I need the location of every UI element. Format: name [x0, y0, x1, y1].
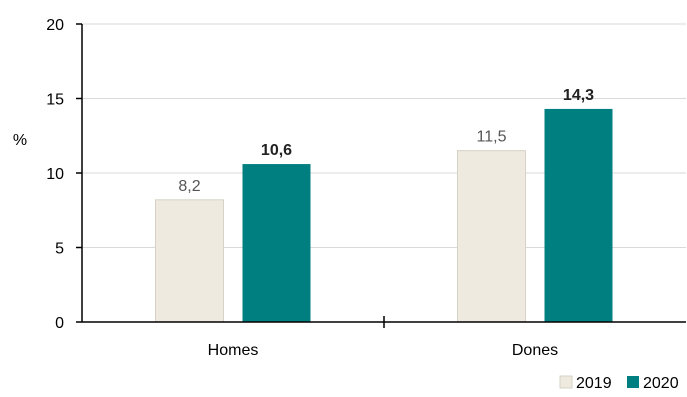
bars — [155, 108, 613, 323]
bar-2020-dones — [544, 108, 613, 323]
legend-swatch — [627, 376, 639, 388]
y-tick-label: 20 — [46, 17, 64, 34]
data-label: 14,3 — [563, 87, 594, 104]
x-category-label: Dones — [512, 342, 558, 359]
legend-label: 2019 — [576, 375, 612, 392]
legend-label: 2020 — [643, 375, 679, 392]
data-label: 10,6 — [261, 142, 292, 159]
y-axis-title: % — [13, 132, 27, 149]
legend-swatch — [559, 375, 573, 389]
bar-2019-homes — [155, 199, 224, 323]
legend: 2019 2020 — [559, 375, 679, 392]
data-label: 11,5 — [477, 129, 507, 146]
data-label: 8,2 — [178, 178, 200, 195]
data-labels: 8,2 10,6 11,5 14,3 — [178, 87, 594, 195]
y-axis-ticks: 0 5 10 15 20 — [46, 17, 82, 332]
bar-2020-homes — [242, 164, 311, 322]
y-tick-label: 10 — [46, 166, 64, 183]
y-tick-label: 15 — [46, 92, 64, 109]
x-category-label: Homes — [208, 342, 259, 359]
bar-2019-dones — [457, 150, 526, 323]
x-axis-ticks: Homes Dones — [208, 316, 558, 359]
y-tick-label: 5 — [55, 241, 64, 258]
y-tick-label: 0 — [55, 315, 64, 332]
